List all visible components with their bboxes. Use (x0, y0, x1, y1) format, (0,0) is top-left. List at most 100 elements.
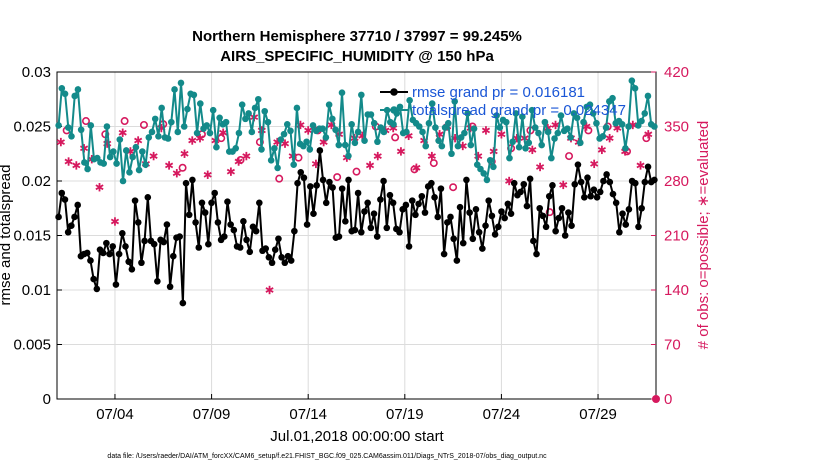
rmse-point (64, 228, 72, 236)
totalspread-point (213, 143, 220, 151)
possible-obs-point (352, 167, 361, 176)
evaluated-obs-point (636, 161, 645, 170)
rmse-line (57, 150, 655, 304)
totalspread-point (77, 126, 85, 134)
rmse-point (265, 253, 273, 261)
y2-zero-marker (652, 395, 660, 403)
evaluated-obs-point (559, 180, 568, 190)
totalspread-point (548, 154, 555, 162)
totalspread-point (290, 161, 298, 168)
rmse-point (345, 176, 352, 184)
rmse-point (510, 179, 518, 187)
evaluated-obs-point (265, 285, 274, 295)
rmse-point (459, 239, 467, 247)
totalspread-point (638, 117, 645, 125)
totalspread-point (374, 138, 381, 146)
evaluated-obs-point (427, 151, 436, 161)
rmse-point (87, 257, 94, 264)
evaluated-obs-stroke (95, 184, 104, 191)
evaluated-obs-stroke (79, 145, 89, 152)
possible-obs-point (449, 183, 458, 192)
totalspread-point (367, 111, 375, 118)
totalspread-point (81, 159, 88, 166)
rmse-point (577, 178, 585, 186)
rmse-point (402, 201, 410, 209)
rmse-point (616, 228, 623, 236)
rmse-point (354, 189, 362, 197)
rmse-point (545, 192, 553, 200)
totalspread-point (106, 153, 114, 161)
rmse-point (603, 171, 610, 178)
totalspread-point (100, 160, 107, 167)
rmse-point (185, 211, 193, 219)
totalspread-point (248, 128, 256, 136)
rmse-point (641, 178, 649, 186)
totalspread-point (567, 134, 574, 141)
evaluated-obs-point (365, 161, 375, 170)
totalspread-point (490, 163, 497, 171)
rmse-point (109, 243, 117, 250)
evaluated-obs-stroke (195, 135, 205, 142)
evaluated-obs-point (528, 145, 537, 155)
totalspread-point (303, 138, 310, 146)
possible-obs-point (81, 117, 90, 126)
rmse-point (625, 206, 633, 213)
evaluated-obs-point (134, 136, 143, 145)
evaluated-obs-stroke (180, 150, 189, 157)
evaluated-obs-stroke (497, 131, 506, 138)
evaluated-obs-point (172, 169, 181, 178)
totalspread-point (306, 146, 314, 153)
evaluated-obs-stroke (613, 125, 622, 131)
rmse-point (574, 161, 582, 168)
totalspread-point (264, 118, 272, 126)
rmse-point (115, 250, 123, 258)
totalspread-point (628, 77, 636, 85)
rmse-point (119, 230, 126, 237)
rmse-point (297, 168, 305, 176)
rmse-point (326, 178, 333, 186)
y-tick-label: 0.005 (13, 337, 51, 354)
totalspread-point (422, 142, 430, 150)
totalspread-point (622, 145, 629, 152)
totalspread-point (116, 136, 124, 143)
totalspread-point (535, 129, 542, 137)
rmse-point (313, 182, 320, 189)
rmse-point (122, 243, 129, 250)
y-tick-label: 0 (43, 391, 51, 408)
y-tick-label: 0.02 (22, 173, 51, 190)
rmse-point (485, 197, 493, 204)
totalspread-point (531, 124, 539, 131)
rmse-point (319, 176, 327, 184)
rmse-point (300, 174, 308, 182)
totalspread-point (283, 121, 291, 128)
totalspread-point (538, 141, 545, 149)
rmse-point (571, 180, 579, 188)
rmse-point (370, 210, 378, 217)
totalspread-point (480, 170, 488, 177)
rmse-point (631, 179, 639, 187)
rmse-point (268, 259, 276, 267)
rmse-point (351, 226, 359, 234)
totalspread-point (631, 85, 639, 92)
rmse-point (530, 237, 537, 245)
evaluated-obs-stroke (164, 162, 174, 169)
legend-spread-marker (390, 106, 398, 114)
rmse-point (342, 218, 349, 225)
rmse-point (536, 204, 544, 212)
totalspread-point (232, 145, 240, 152)
totalspread-point (142, 161, 149, 168)
totalspread-point (415, 123, 423, 130)
rmse-point (501, 214, 508, 222)
totalspread-point (425, 119, 433, 127)
totalspread-point (222, 118, 230, 126)
rmse-point (106, 250, 113, 258)
rmse-point (71, 213, 78, 221)
totalspread-point (103, 123, 111, 130)
totalspread-point (551, 135, 558, 142)
evaluated-obs-point (118, 128, 127, 137)
totalspread-point (119, 177, 127, 185)
evaluated-obs-stroke (597, 146, 606, 153)
totalspread-point (464, 110, 471, 117)
evaluated-obs-point (195, 133, 205, 143)
rmse-point (128, 265, 136, 273)
